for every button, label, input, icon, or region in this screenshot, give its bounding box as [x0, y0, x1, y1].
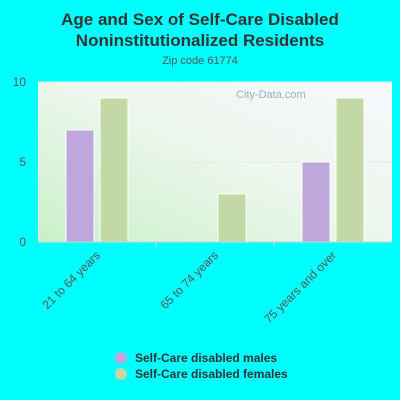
y-tick-label: 5: [19, 155, 26, 169]
x-tick-label: 21 to 64 years: [39, 248, 103, 312]
bar-females: [217, 193, 247, 243]
legend-label-females: Self-Care disabled females: [135, 367, 288, 381]
legend-swatch-males: [115, 352, 127, 364]
bar-males: [301, 161, 331, 243]
legend-swatch-females: [115, 368, 127, 380]
y-tick-label: 10: [13, 75, 27, 89]
y-tick-label: 0: [19, 235, 26, 249]
x-tick-label: 65 to 74 years: [157, 248, 221, 312]
bar-females: [335, 97, 365, 243]
x-tick-label: 75 years and over: [261, 248, 339, 326]
bar-females: [99, 97, 129, 243]
chart-title-line2: Noninstitutionalized Residents: [75, 31, 325, 50]
legend-label-males: Self-Care disabled males: [135, 351, 278, 365]
legend-item-females: Self-Care disabled females: [115, 366, 288, 382]
legend: Self-Care disabled males Self-Care disab…: [115, 350, 288, 382]
watermark: City-Data.com: [236, 89, 306, 101]
chart-title-line1: Age and Sex of Self-Care Disabled: [61, 10, 339, 29]
legend-item-males: Self-Care disabled males: [115, 350, 288, 366]
bar-males: [65, 129, 95, 243]
chart-subtitle: Zip code 61774: [162, 55, 238, 67]
chart-title: Age and Sex of Self-Care Disabled Nonins…: [0, 9, 400, 51]
